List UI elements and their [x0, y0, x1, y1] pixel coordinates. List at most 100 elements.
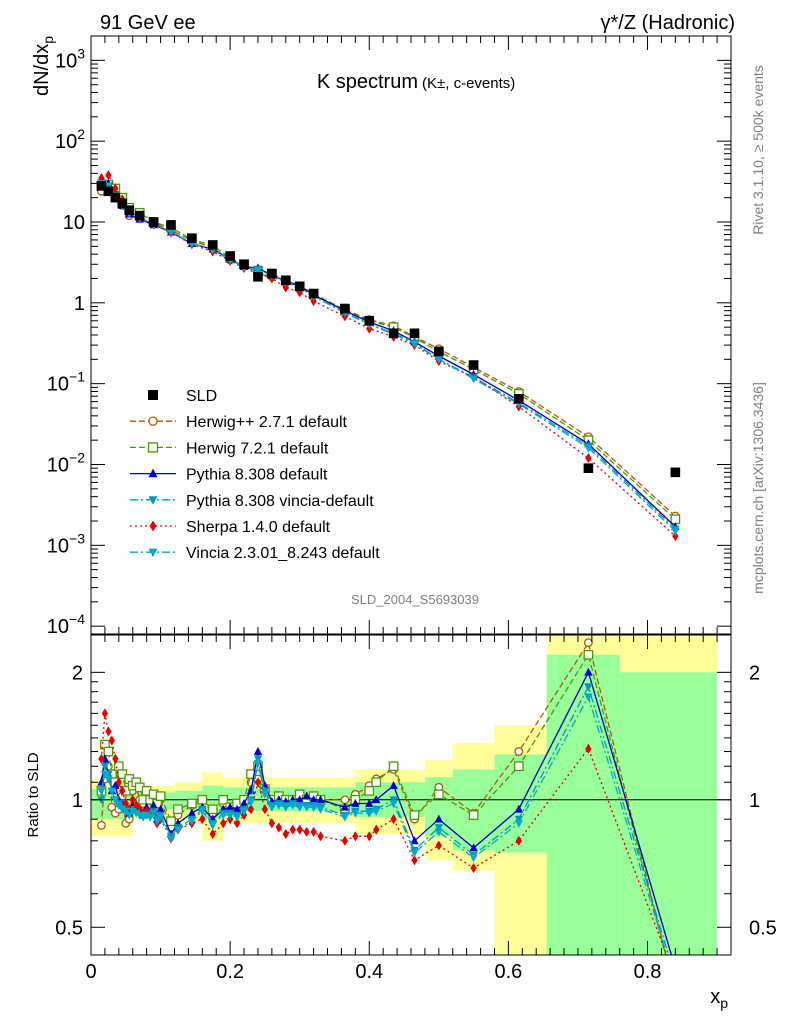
ratio-point-vincia	[260, 790, 270, 799]
ratio-y-tick-label-right: 0.5	[749, 917, 777, 939]
ratio-point-sherpa	[101, 708, 109, 719]
ratio-point-vincia_def	[434, 824, 444, 833]
ratio-point-vincia	[149, 809, 158, 818]
ratio-point-vincia_def	[253, 755, 263, 764]
ratio-point-pythia	[434, 814, 444, 823]
ratio-point-sherpa	[220, 818, 227, 829]
data-point	[267, 268, 277, 279]
data-point	[110, 192, 121, 203]
chart-title: K spectrum	[317, 71, 418, 93]
ratio-point-herwigpp	[672, 989, 680, 997]
data-point	[514, 393, 524, 404]
ratio-point-vincia	[274, 802, 284, 811]
main-point-vincia	[434, 355, 444, 364]
ratio-point-vincia	[389, 800, 398, 809]
ratio-point-sherpa	[515, 835, 522, 846]
ratio-point-vincia_def	[584, 683, 593, 692]
ratio-point-vincia	[671, 979, 679, 987]
ratio-point-sherpa	[112, 753, 119, 764]
ratio-point-sherpa	[366, 831, 373, 842]
ratio-point-herwigpp	[97, 820, 106, 830]
ratio-point-pythia	[295, 795, 304, 804]
ratio-point-sherpa	[352, 831, 359, 842]
ratio-point-pythia	[469, 843, 478, 852]
ratio-point-sherpa	[289, 824, 296, 835]
ratio-band-green	[619, 672, 718, 955]
ratio-point-sherpa	[303, 826, 310, 837]
main-point-sherpa	[672, 531, 679, 542]
data-point	[280, 275, 291, 286]
ratio-uncertainty-bands	[91, 635, 718, 955]
ratio-point-pythia	[365, 798, 374, 807]
main-y-tick-label: 10−2	[47, 449, 85, 476]
ratio-point-vincia	[173, 826, 183, 835]
main-point-vincia	[166, 228, 176, 237]
ratio-point-herwig7	[671, 989, 679, 997]
data-point	[364, 315, 375, 326]
ratio-point-vincia	[365, 809, 374, 818]
legend-label-vincia_def: Pythia 8.308 vincia-default	[186, 493, 374, 510]
main-point-vincia	[584, 444, 593, 453]
ratio-point-sherpa	[146, 808, 154, 819]
ratio-point-sherpa	[140, 808, 147, 819]
ratio-point-vincia	[372, 807, 381, 816]
ratio-point-vincia	[208, 822, 217, 831]
mcplots-reference-text: mcplots.cern.ch [arXiv:1306.3436]	[750, 382, 766, 594]
ratio-point-pythia	[351, 798, 360, 807]
ratio-y-tick-label-left: 1	[72, 790, 83, 812]
main-data-points	[96, 181, 681, 478]
ratio-point-sherpa	[119, 785, 126, 796]
data-point	[434, 346, 444, 357]
ratio-point-vincia	[100, 770, 110, 779]
ratio-point-sherpa	[247, 804, 255, 815]
ratio-point-sherpa	[373, 824, 380, 835]
ratio-point-herwig7	[103, 746, 114, 757]
legend-marker-pythia	[148, 468, 158, 478]
legend-label-vincia: Vincia 2.3.01_8.243 default	[186, 545, 380, 562]
x-tick-label: 0	[85, 961, 96, 983]
rivet-version-text: Rivet 3.1.10, ≥ 500k events	[750, 65, 766, 235]
ratio-point-herwig7	[155, 791, 166, 802]
data-point	[239, 259, 249, 270]
ratio-point-vincia_def	[100, 762, 110, 771]
ratio-point-herwigpp	[340, 795, 350, 805]
data-point	[166, 220, 176, 230]
data-point	[388, 328, 399, 339]
data-point	[96, 181, 107, 191]
ratio-point-pythia	[584, 667, 593, 676]
ratio-band-green	[202, 785, 224, 820]
legend-label-data: SLD	[186, 388, 217, 405]
data-point	[134, 210, 145, 221]
data-point	[117, 198, 128, 209]
main-point-vincia	[469, 375, 478, 384]
data-point	[583, 463, 594, 473]
ratio-point-sherpa	[105, 726, 112, 737]
ratio-point-vincia	[302, 803, 311, 812]
ratio-point-vincia	[104, 775, 113, 784]
ratio-point-pythia	[156, 804, 165, 813]
ratio-point-pythia	[187, 808, 197, 817]
main-y-tick-label: 10	[63, 212, 85, 234]
ratio-point-vincia	[145, 813, 155, 822]
ratio-point-vincia	[253, 759, 263, 768]
ratio-point-sherpa	[98, 753, 105, 764]
ratio-point-vincia	[309, 803, 318, 812]
ratio-point-vincia	[340, 813, 350, 822]
ratio-point-vincia	[142, 811, 151, 820]
legend-marker-vincia	[148, 548, 158, 558]
legend-label-herwigpp: Herwig++ 2.7.1 default	[186, 414, 348, 431]
ratio-y-tick-label-left: 0.5	[55, 917, 83, 939]
ratio-point-herwig7	[207, 804, 218, 815]
ratio-point-sherpa	[585, 743, 592, 754]
ratio-point-herwig7	[117, 769, 128, 779]
x-axis-label: xp	[710, 986, 728, 1011]
ratio-point-vincia	[187, 817, 197, 826]
ratio-point-vincia	[218, 811, 228, 820]
ratio-point-sherpa	[275, 822, 282, 833]
ratio-point-vincia	[584, 693, 593, 702]
ratio-point-herwig7	[513, 761, 524, 772]
ratio-point-pythia	[239, 798, 249, 807]
x-tick-label: 0.6	[494, 961, 522, 983]
ratio-point-herwig7	[583, 649, 594, 660]
main-y-tick-label: 10−3	[47, 530, 85, 557]
